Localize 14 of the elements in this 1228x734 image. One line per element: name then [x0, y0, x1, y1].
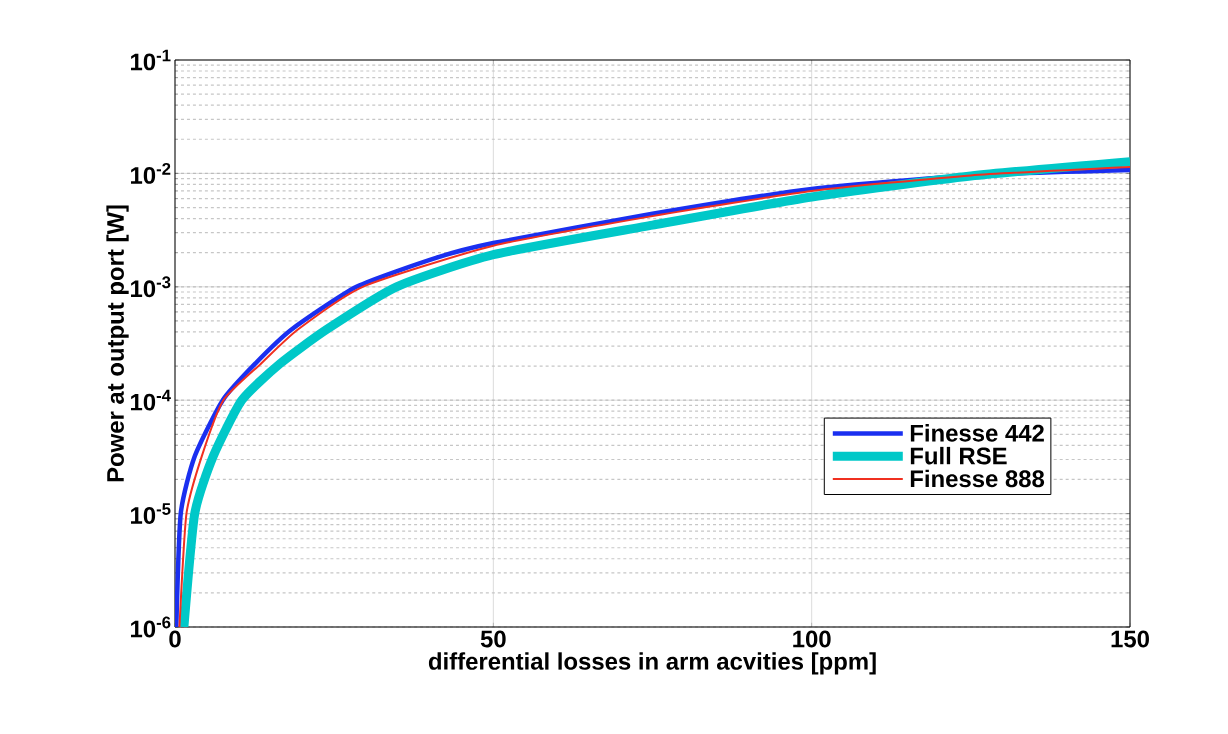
x-tick-label: 150	[1111, 630, 1149, 648]
y-tick-label: 10$^{-4}$	[131, 389, 171, 411]
legend-label: Finesse 888	[910, 469, 1045, 488]
legend-label: Finesse 442	[910, 424, 1044, 442]
x-axis-title: differential losses in arm acvities [ppm]	[428, 652, 876, 675]
y-axis-title: Power at output port [W]	[106, 205, 129, 482]
y-tick-label: 10$^{-2}$	[131, 162, 171, 184]
y-tick-label: 10$^{-5}$	[131, 503, 171, 524]
y-tick-label: 10$^{-3}$	[131, 276, 171, 298]
legend-label: Full RSE	[910, 446, 1007, 465]
x-tick-label: 100	[793, 630, 831, 648]
y-tick-label: 10$^{-1}$	[131, 49, 171, 71]
x-tick-label: 50	[480, 630, 506, 648]
x-tick-label: 0	[169, 630, 181, 648]
